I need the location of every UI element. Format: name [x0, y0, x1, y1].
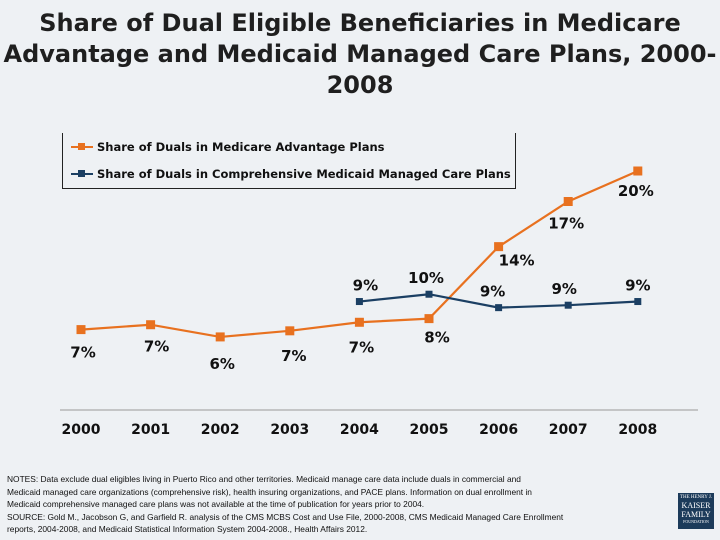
- data-point-marker: [425, 290, 433, 298]
- data-label: 7%: [281, 347, 306, 365]
- data-label: 10%: [408, 269, 444, 287]
- data-point-marker: [146, 320, 156, 330]
- notes-line: Medicaid comprehensive managed care plan…: [7, 499, 425, 510]
- x-tick-label: 2002: [201, 422, 240, 438]
- logo-text: FAMILY: [681, 510, 711, 519]
- data-point-marker: [76, 325, 86, 335]
- navy-square-marker-icon: [71, 170, 93, 177]
- data-point-marker: [285, 326, 295, 336]
- x-tick-label: 2007: [549, 422, 588, 438]
- x-tick-label: 2000: [62, 422, 101, 438]
- notes-line: NOTES: Data exclude dual eligibles livin…: [7, 474, 521, 484]
- logo-text: KAISER: [681, 501, 711, 510]
- notes-source: NOTES: Data exclude dual eligibles livin…: [7, 473, 667, 536]
- data-label: 7%: [70, 344, 95, 362]
- data-label: 9%: [625, 277, 650, 295]
- line-chart: 2000 2001 2002 2003 2004 2005 2006 2007 2008 7% 7…: [60, 166, 698, 438]
- data-label: 9%: [353, 277, 378, 295]
- chart-title: Share of Dual Eligible Beneficiaries in …: [3, 9, 717, 99]
- x-tick-label: 2003: [270, 422, 309, 438]
- series-line-0: [80, 169, 639, 339]
- data-label: 7%: [349, 338, 374, 356]
- x-tick-label: 2008: [618, 422, 657, 438]
- x-tick-label: 2001: [131, 422, 170, 438]
- source-line: SOURCE: Gold M., Jacobson G, and Garfiel…: [7, 511, 564, 522]
- data-point-marker: [634, 298, 642, 306]
- data-label: 9%: [551, 280, 576, 298]
- legend-label: Share of Duals in Comprehensive Medicaid…: [97, 167, 511, 181]
- orange-square-marker-icon: [71, 143, 93, 150]
- data-point-marker: [215, 332, 225, 342]
- data-point-marker: [495, 304, 503, 312]
- data-label: 6%: [209, 355, 234, 373]
- legend-item-medicaid-managed-care: Share of Duals in Comprehensive Medicaid…: [71, 166, 511, 182]
- notes-line: Medicaid managed care organizations (com…: [7, 486, 532, 497]
- logo-text: FOUNDATION: [683, 519, 709, 524]
- kaiser-family-foundation-logo: THE HENRY J. KAISER FAMILY FOUNDATION: [678, 493, 714, 529]
- legend: Share of Duals in Medicare Advantage Pla…: [62, 133, 516, 189]
- x-tick-label: 2004: [340, 422, 379, 438]
- data-label: 9%: [480, 283, 505, 301]
- source-line: reports, 2004-2008, and Medicaid Statist…: [7, 524, 368, 535]
- data-point-marker: [494, 242, 504, 252]
- data-point-marker: [424, 314, 434, 324]
- x-tick-label: 2005: [410, 422, 449, 438]
- data-label: 7%: [144, 338, 169, 356]
- data-point-marker: [564, 301, 572, 309]
- data-label: 14%: [499, 252, 535, 270]
- logo-text: THE HENRY J.: [679, 495, 713, 500]
- data-label: 17%: [548, 215, 584, 233]
- data-point-marker: [354, 317, 364, 327]
- legend-label: Share of Duals in Medicare Advantage Pla…: [97, 140, 385, 154]
- data-label: 8%: [424, 329, 449, 347]
- data-point-marker: [355, 298, 363, 306]
- data-point-marker: [633, 166, 643, 176]
- data-label: 20%: [618, 182, 654, 200]
- x-tick-label: 2006: [479, 422, 518, 438]
- data-point-marker: [563, 197, 573, 206]
- legend-item-medicare-advantage: Share of Duals in Medicare Advantage Pla…: [71, 139, 385, 155]
